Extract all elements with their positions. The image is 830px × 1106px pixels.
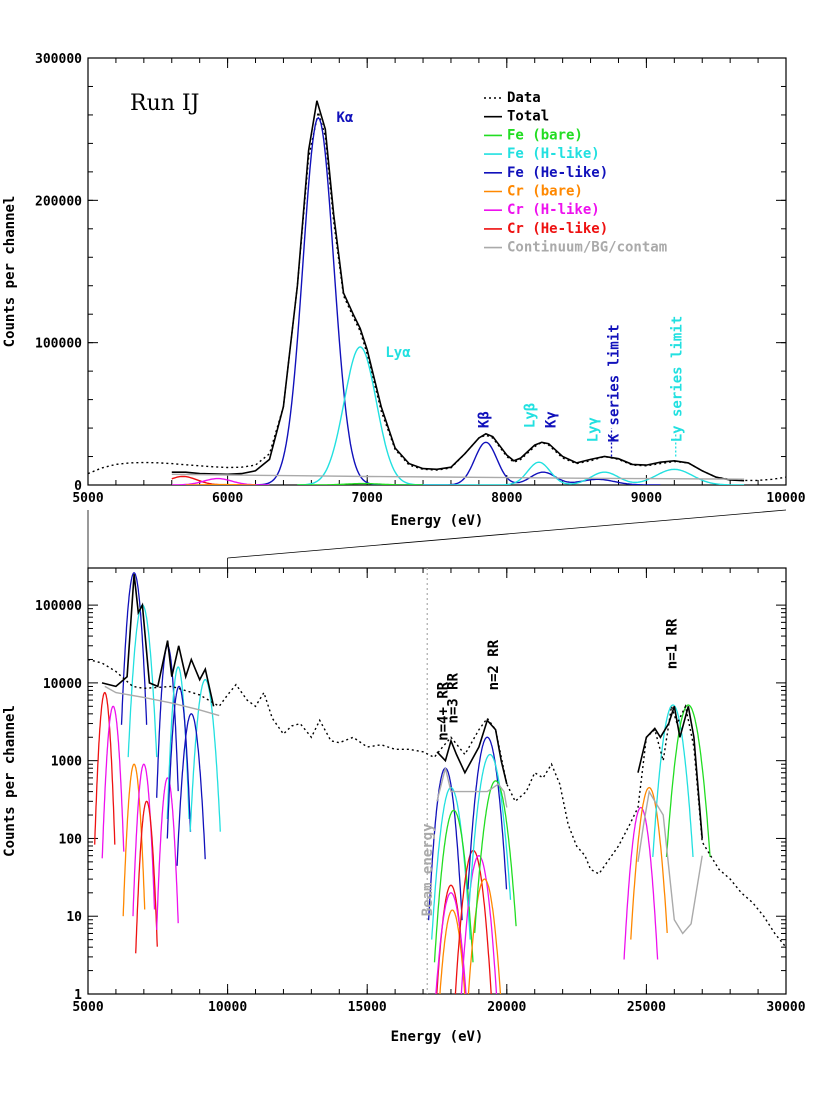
top-x-tick-label: 6000 xyxy=(212,491,243,506)
top-annotation: Kβ xyxy=(477,411,493,428)
top-annotation: K series limit xyxy=(606,324,622,442)
bottom-component-cr_h xyxy=(101,705,125,859)
bottom-component-cr_he xyxy=(94,691,116,845)
legend-label-cr_he: Cr (He-like) xyxy=(507,221,608,237)
bottom-component-fe_bare xyxy=(433,809,474,963)
bottom-y-tick-label: 10000 xyxy=(43,677,82,692)
bottom-y-axis-title: Counts per channel xyxy=(2,705,18,857)
legend-label-data: Data xyxy=(507,90,541,106)
bottom-annotation: n=2 RR xyxy=(486,639,502,690)
top-y-tick-label: 300000 xyxy=(35,52,82,67)
top-x-tick-label: 7000 xyxy=(352,491,383,506)
bottom-component-cr_bare xyxy=(122,763,146,917)
top-series-fe_bare xyxy=(297,482,423,485)
bottom-x-tick-label: 10000 xyxy=(208,1000,247,1015)
top-series-fe_he xyxy=(255,116,661,485)
bottom-series-total xyxy=(637,706,703,839)
top-series-fe_h xyxy=(297,346,745,485)
top-series-total xyxy=(171,100,745,482)
bottom-y-tick-label: 100 xyxy=(59,832,83,847)
bottom-component-fe_bare xyxy=(665,704,711,858)
legend-label-fe_h: Fe (H-like) xyxy=(507,146,600,162)
bottom-x-tick-label: 5000 xyxy=(72,1000,103,1015)
bottom-component-fe_he xyxy=(166,685,192,839)
bottom-x-tick-label: 30000 xyxy=(766,1000,805,1015)
bottom-component-cr_h xyxy=(435,892,467,994)
bottom-component-fe_bare xyxy=(474,780,517,933)
bottom-component-fe_h xyxy=(652,704,694,858)
bottom-series-bg xyxy=(637,789,703,935)
legend-label-fe_bare: Fe (bare) xyxy=(507,127,583,143)
zoom-connector-right xyxy=(227,509,787,559)
top-y-tick-label: 100000 xyxy=(35,337,82,352)
bottom-component-cr_he xyxy=(135,800,158,954)
run-label: Run IJ xyxy=(130,91,199,116)
bottom-series-bg xyxy=(436,768,508,808)
bottom-y-tick-label: 1000 xyxy=(51,755,82,770)
top-series-bg xyxy=(171,473,745,480)
bottom-x-tick-label: 25000 xyxy=(627,1000,666,1015)
top-linear-panel: 5000 6000 7000 8000 9000 10000010000020000030… xyxy=(2,52,806,529)
legend-label-bg: Continuum/BG/contam xyxy=(507,240,667,256)
top-y-tick-label: 200000 xyxy=(35,194,82,209)
bottom-series-total xyxy=(101,574,215,707)
bottom-annotation: Beam energy xyxy=(420,823,436,916)
top-annotation: Kγ xyxy=(544,411,560,428)
top-x-tick-label: 8000 xyxy=(491,491,522,506)
bottom-component-fe_he xyxy=(156,645,179,798)
bottom-component-cr_bare xyxy=(630,786,668,940)
bottom-x-tick-label: 15000 xyxy=(348,1000,387,1015)
bottom-log-panel: 5000 10000 15000 20000 25000 30000 1 10 100 1000 1… xyxy=(2,567,806,1045)
bottom-series-bg xyxy=(104,685,220,717)
bottom-annotation: n=4+ RR xyxy=(436,681,452,741)
top-annotation: Lyα xyxy=(385,345,410,361)
legend-label-cr_bare: Cr (bare) xyxy=(507,184,583,200)
legend-label-cr_h: Cr (H-like) xyxy=(507,202,600,218)
top-annotation: Lyβ xyxy=(523,403,539,428)
bottom-component-cr_h xyxy=(156,777,179,930)
bottom-component-fe_he xyxy=(467,736,508,890)
legend-label-fe_he: Fe (He-like) xyxy=(507,165,608,181)
top-annotation: Lyγ xyxy=(586,417,602,442)
top-annotation: Ly series limit xyxy=(669,316,685,442)
bottom-component-cr_bare xyxy=(467,878,502,994)
bottom-x-axis-title: Energy (eV) xyxy=(391,1029,484,1045)
legend-label-total: Total xyxy=(507,109,549,125)
bottom-y-tick-label: 100000 xyxy=(35,599,82,614)
top-series-cr_he xyxy=(171,475,242,485)
top-annotation: Kα xyxy=(336,110,353,126)
top-x-tick-label: 9000 xyxy=(631,491,662,506)
top-y-tick-label: 0 xyxy=(74,479,82,494)
bottom-annotation: n=3 RR xyxy=(445,672,461,723)
zoom-connector-lines xyxy=(87,509,787,568)
bottom-component-cr_h xyxy=(460,855,498,994)
bottom-component-cr_bare xyxy=(439,909,466,994)
bottom-y-tick-label: 10 xyxy=(66,910,82,925)
bottom-component-fe_he xyxy=(120,572,148,725)
top-x-axis-title: Energy (eV) xyxy=(391,513,484,529)
bottom-annotation: n=1 RR xyxy=(665,618,681,669)
bottom-component-fe_he xyxy=(176,713,206,866)
bottom-x-tick-label: 20000 xyxy=(487,1000,526,1015)
bottom-series-total xyxy=(436,718,508,785)
bottom-component-fe_h xyxy=(468,753,512,907)
top-y-axis-title: Counts per channel xyxy=(2,196,18,348)
top-x-tick-label: 10000 xyxy=(766,491,805,506)
top-x-tick-label: 5000 xyxy=(72,491,103,506)
bottom-component-cr_h xyxy=(623,806,659,960)
bottom-component-fe_h xyxy=(189,679,221,832)
bottom-y-tick-label: 1 xyxy=(74,988,82,1003)
bottom-component-fe_h xyxy=(127,604,158,758)
